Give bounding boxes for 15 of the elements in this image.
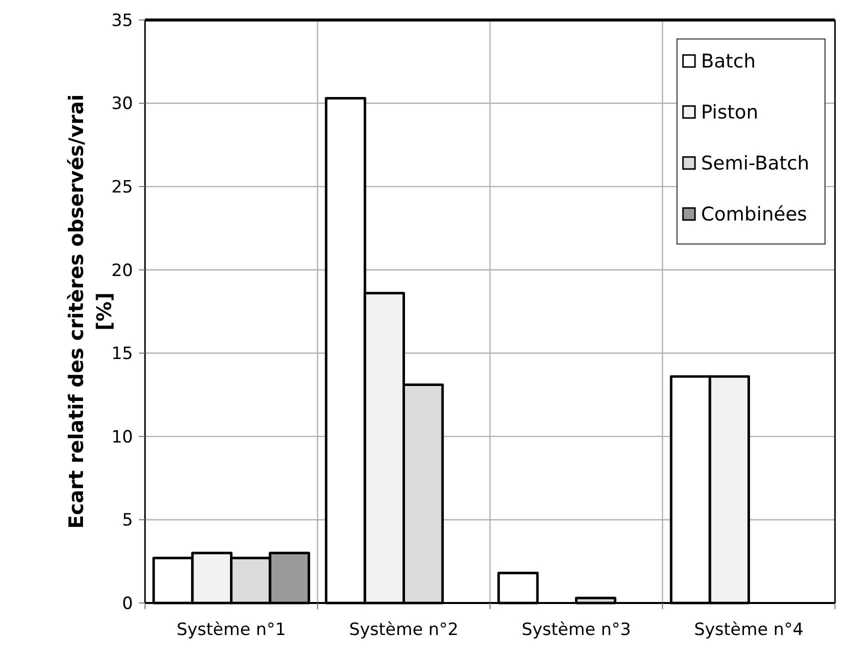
y-tick-label: 25 [111,178,133,198]
legend-label: Piston [701,102,758,124]
legend-label: Batch [701,50,756,73]
y-tick-label: 20 [111,260,133,281]
x-tick-label: Système n°3 [522,620,631,640]
x-tick-label: Système n°1 [176,620,286,640]
y-tick-label: 30 [111,94,133,114]
legend-label: Semi-Batch [701,152,810,175]
x-tick-label: Système n°4 [694,620,804,640]
legend-label: Combinées [701,204,808,226]
y-tick-label: 5 [122,510,133,531]
x-tick-label: Système n°2 [349,620,458,640]
y-tick-label: 0 [122,594,133,614]
y-tick-label: 15 [111,344,133,364]
y-tick-label: 35 [111,10,133,31]
